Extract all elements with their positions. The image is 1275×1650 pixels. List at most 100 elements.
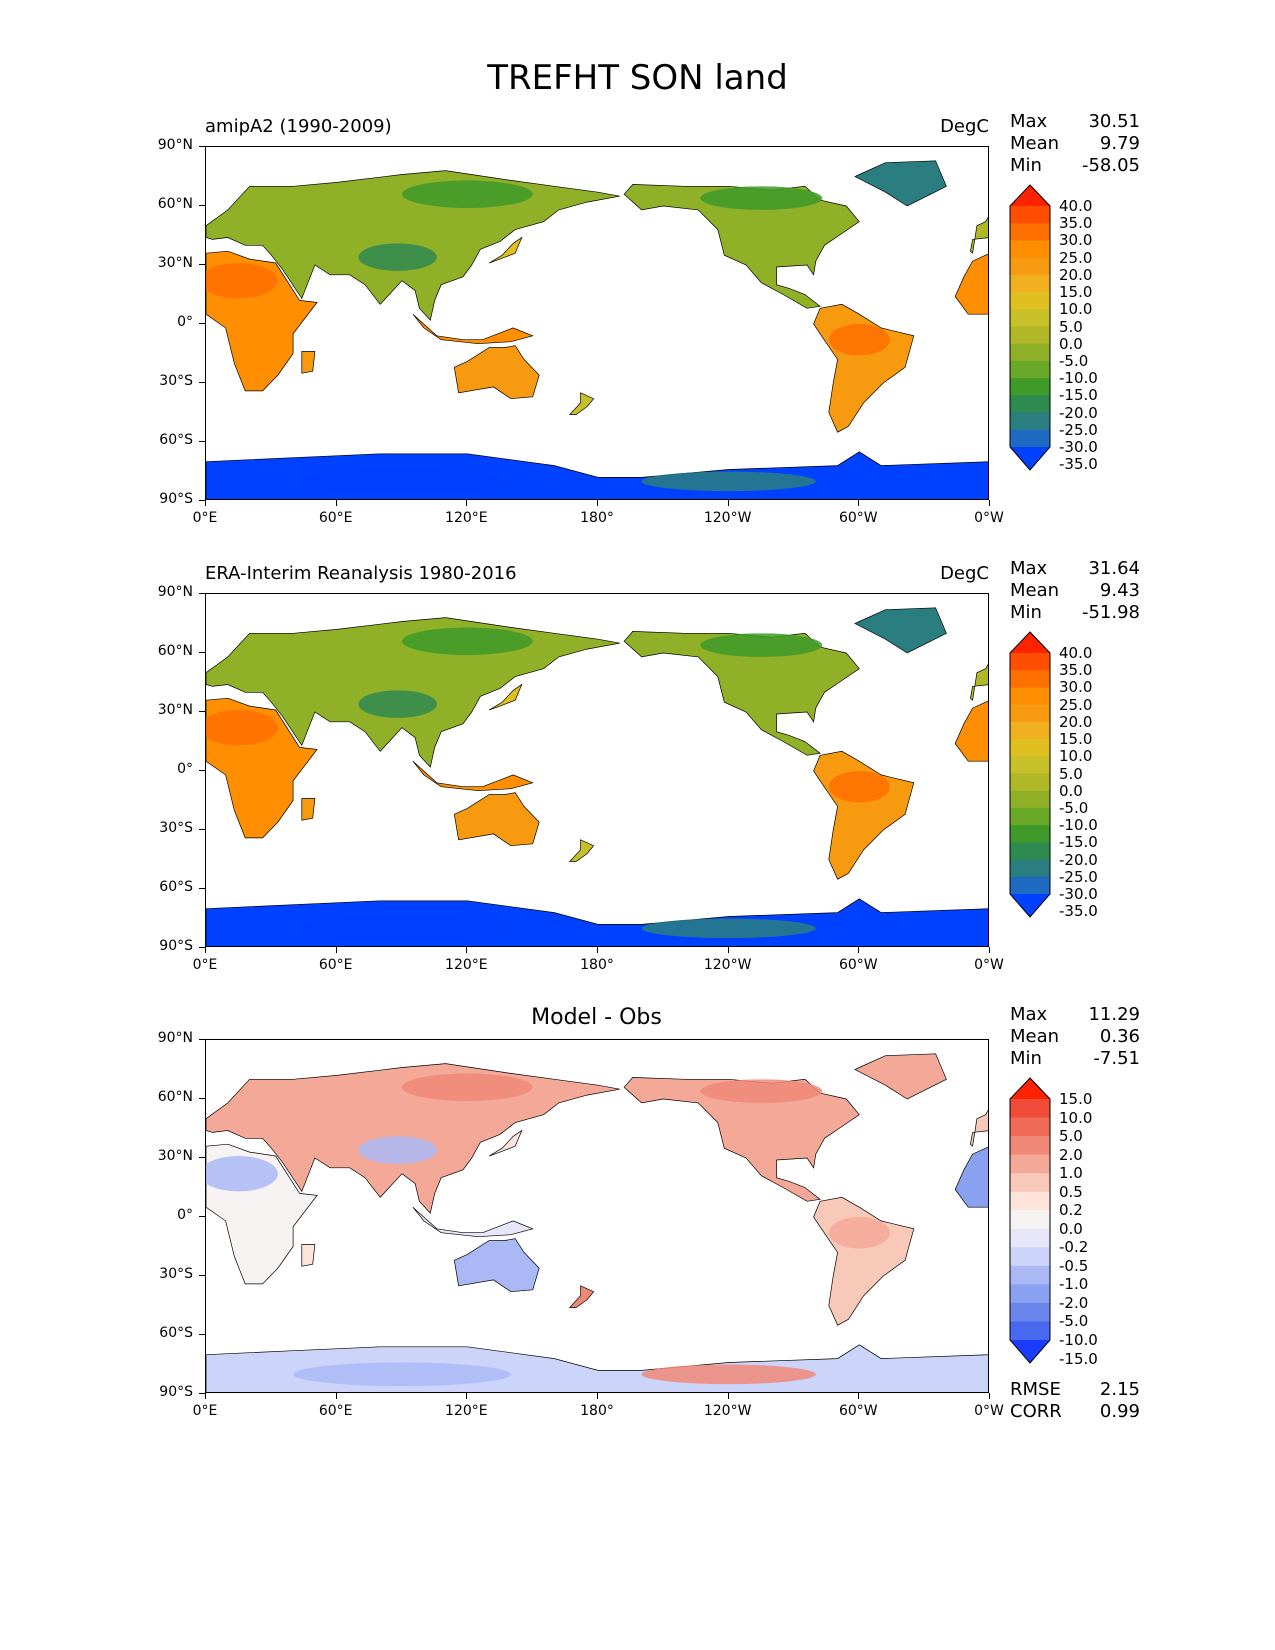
colorbar-outline bbox=[1009, 631, 1051, 918]
colorbar-label: -1.0 bbox=[1059, 1275, 1089, 1294]
y-tick-mark bbox=[199, 1039, 205, 1040]
colorbar-max-arrow bbox=[1010, 1078, 1050, 1100]
colorbar-swatch bbox=[1010, 223, 1050, 241]
x-tick-label: 180° bbox=[580, 510, 614, 526]
stat-label: Max bbox=[1010, 111, 1048, 132]
colorbar-swatch bbox=[1010, 360, 1050, 379]
x-tick-mark bbox=[858, 500, 860, 506]
colorbar-swatch bbox=[1010, 1265, 1050, 1285]
field-siberia-cold bbox=[402, 180, 533, 208]
colorbar-label: 0.0 bbox=[1059, 781, 1083, 800]
y-tick-mark bbox=[199, 652, 205, 653]
colorbar-label: -5.0 bbox=[1059, 798, 1089, 817]
y-tick-label: 60°N bbox=[157, 643, 193, 659]
y-tick-mark bbox=[199, 441, 205, 442]
y-tick-label: 30°S bbox=[159, 1266, 193, 1282]
stat-row: Mean 0.36 bbox=[1010, 1026, 1140, 1048]
x-tick-label: 0°W bbox=[974, 957, 1004, 973]
landmass-new-zealand bbox=[568, 392, 595, 415]
x-tick-label: 60°E bbox=[318, 1403, 353, 1419]
field-east-antarctica bbox=[293, 916, 511, 941]
field-amazon-hot bbox=[828, 771, 890, 803]
landmass-japan bbox=[488, 236, 523, 264]
stat-row: RMSE 2.15 bbox=[1010, 1379, 1140, 1401]
stats-block: Max 31.64 Mean 9.43 Min -51.98 bbox=[1010, 558, 1140, 624]
colorbar-label: 15.0 bbox=[1059, 283, 1093, 302]
colorbar-label: 20.0 bbox=[1059, 265, 1093, 284]
colorbar-outline bbox=[1009, 184, 1051, 471]
x-tick-mark bbox=[858, 947, 860, 953]
panel-units-label: DegC bbox=[940, 116, 989, 137]
landmass-west-europe-uk bbox=[970, 663, 988, 701]
x-tick-mark bbox=[989, 947, 990, 953]
colorbar-swatch bbox=[1010, 1284, 1050, 1304]
stat-value: 30.51 bbox=[1088, 111, 1140, 132]
colorbar-swatch bbox=[1010, 687, 1050, 706]
stat-value: -51.98 bbox=[1081, 602, 1140, 623]
field-canada-cold bbox=[700, 633, 823, 657]
x-tick-label: 120°E bbox=[445, 957, 488, 973]
colorbar-swatch bbox=[1010, 859, 1050, 878]
landmass-west-africa-edge bbox=[954, 253, 988, 315]
colorbar-label: -2.0 bbox=[1059, 1293, 1089, 1312]
colorbar-label: -10.0 bbox=[1059, 369, 1098, 388]
colorbar-label: 10.0 bbox=[1059, 300, 1093, 319]
y-tick-label: 0° bbox=[177, 761, 193, 777]
map-svg bbox=[206, 1040, 988, 1392]
colorbar-swatch bbox=[1010, 704, 1050, 723]
y-tick-mark bbox=[199, 1216, 205, 1217]
x-tick-label: 0°E bbox=[192, 957, 218, 973]
colorbar-label: -20.0 bbox=[1059, 403, 1098, 422]
colorbar-label: 10.0 bbox=[1059, 747, 1093, 766]
x-tick-label: 60°W bbox=[838, 1403, 878, 1419]
colorbar-swatch bbox=[1010, 395, 1050, 414]
landmass-north-america bbox=[623, 184, 860, 309]
colorbar-swatch bbox=[1010, 790, 1050, 809]
y-tick-mark bbox=[199, 593, 205, 594]
landmass-madagascar bbox=[301, 798, 316, 821]
landmass-greenland bbox=[854, 160, 947, 207]
field-sahara-hot bbox=[206, 1156, 278, 1192]
x-tick-label: 0°W bbox=[974, 510, 1004, 526]
x-tick-label: 120°W bbox=[703, 957, 752, 973]
colorbar-label: -20.0 bbox=[1059, 850, 1098, 869]
stat-row: Mean 9.43 bbox=[1010, 580, 1140, 602]
field-west-antarctica bbox=[641, 471, 816, 492]
colorbar-label: 25.0 bbox=[1059, 248, 1093, 267]
landmass-australia bbox=[453, 1238, 540, 1293]
y-tick-mark bbox=[199, 1157, 205, 1158]
stat-label: CORR bbox=[1010, 1401, 1062, 1422]
y-tick-mark bbox=[199, 146, 205, 147]
colorbar-swatch bbox=[1010, 807, 1050, 826]
colorbar-min-arrow bbox=[1010, 894, 1050, 917]
colorbar-label: 1.0 bbox=[1059, 1164, 1083, 1183]
x-tick-mark bbox=[335, 947, 337, 953]
colorbar-max-arrow bbox=[1010, 632, 1050, 654]
y-tick-mark bbox=[199, 1334, 205, 1335]
landmass-indonesia bbox=[412, 1206, 534, 1238]
colorbar-swatch bbox=[1010, 429, 1050, 448]
stat-value: 0.99 bbox=[1099, 1401, 1140, 1422]
colorbar-max-arrow bbox=[1010, 185, 1050, 207]
landmass-japan bbox=[488, 1129, 523, 1157]
y-tick-label: 90°N bbox=[157, 1030, 193, 1046]
colorbar-label: 30.0 bbox=[1059, 678, 1093, 697]
colorbar-label: 2.0 bbox=[1059, 1145, 1083, 1164]
x-tick-label: 60°W bbox=[838, 510, 878, 526]
field-west-antarctica bbox=[641, 1364, 816, 1385]
landmass-australia bbox=[453, 792, 540, 847]
y-tick-label: 90°S bbox=[159, 1384, 193, 1400]
landmass-north-america bbox=[623, 631, 860, 756]
map-panel bbox=[205, 146, 989, 500]
colorbar-swatch bbox=[1010, 292, 1050, 310]
map-panel bbox=[205, 593, 989, 947]
y-tick-label: 30°N bbox=[157, 1148, 193, 1164]
landmass-new-zealand bbox=[568, 1285, 595, 1308]
x-tick-label: 180° bbox=[580, 957, 614, 973]
colorbar-swatch bbox=[1010, 412, 1050, 431]
stat-row: Min -7.51 bbox=[1010, 1048, 1140, 1070]
stat-row: Max 31.64 bbox=[1010, 558, 1140, 580]
landmass-new-zealand bbox=[568, 839, 595, 862]
colorbar-swatch bbox=[1010, 670, 1050, 688]
x-tick-label: 60°E bbox=[318, 510, 353, 526]
